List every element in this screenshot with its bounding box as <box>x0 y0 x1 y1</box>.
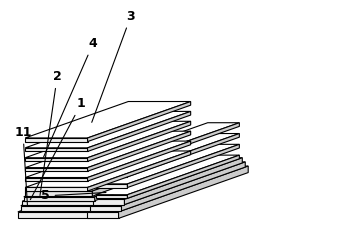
Polygon shape <box>25 155 195 191</box>
Polygon shape <box>121 162 245 211</box>
Polygon shape <box>87 141 191 181</box>
Polygon shape <box>127 123 239 166</box>
Polygon shape <box>25 151 191 187</box>
Polygon shape <box>96 173 127 177</box>
Polygon shape <box>25 148 87 151</box>
Polygon shape <box>24 197 95 201</box>
Polygon shape <box>25 131 191 168</box>
Polygon shape <box>87 111 191 151</box>
Polygon shape <box>25 121 191 158</box>
Polygon shape <box>87 102 191 142</box>
Text: 5: 5 <box>41 189 106 202</box>
Text: 2: 2 <box>40 70 62 195</box>
Polygon shape <box>99 160 229 211</box>
Polygon shape <box>25 178 87 181</box>
Polygon shape <box>93 199 125 205</box>
Polygon shape <box>22 201 97 205</box>
Polygon shape <box>90 206 121 211</box>
Polygon shape <box>25 138 87 142</box>
Polygon shape <box>87 212 119 218</box>
Polygon shape <box>25 168 87 171</box>
Polygon shape <box>96 123 239 162</box>
Polygon shape <box>22 159 218 201</box>
Polygon shape <box>97 159 218 205</box>
Polygon shape <box>93 158 242 199</box>
Polygon shape <box>25 158 87 161</box>
Polygon shape <box>125 158 242 205</box>
Polygon shape <box>96 162 127 166</box>
Polygon shape <box>87 166 248 212</box>
Polygon shape <box>25 111 191 148</box>
Polygon shape <box>87 151 191 191</box>
Text: 3: 3 <box>92 10 135 122</box>
Polygon shape <box>25 141 191 178</box>
Polygon shape <box>95 157 207 201</box>
Polygon shape <box>92 155 195 196</box>
Polygon shape <box>96 184 127 188</box>
Polygon shape <box>24 157 207 197</box>
Polygon shape <box>127 134 239 177</box>
Polygon shape <box>99 162 239 218</box>
Polygon shape <box>25 102 191 138</box>
Polygon shape <box>127 155 239 198</box>
Polygon shape <box>87 121 191 161</box>
Polygon shape <box>25 191 92 196</box>
Polygon shape <box>96 134 239 173</box>
Polygon shape <box>18 162 239 212</box>
Polygon shape <box>96 155 239 195</box>
Text: 4: 4 <box>44 37 98 157</box>
Polygon shape <box>127 144 239 188</box>
Polygon shape <box>90 162 245 206</box>
Polygon shape <box>21 206 99 211</box>
Polygon shape <box>96 195 127 198</box>
Text: 1: 1 <box>30 97 86 200</box>
Polygon shape <box>25 187 87 191</box>
Polygon shape <box>96 144 239 184</box>
Polygon shape <box>18 212 99 218</box>
Polygon shape <box>87 131 191 171</box>
Text: 11: 11 <box>14 125 32 205</box>
Polygon shape <box>119 166 248 218</box>
Polygon shape <box>21 160 229 206</box>
